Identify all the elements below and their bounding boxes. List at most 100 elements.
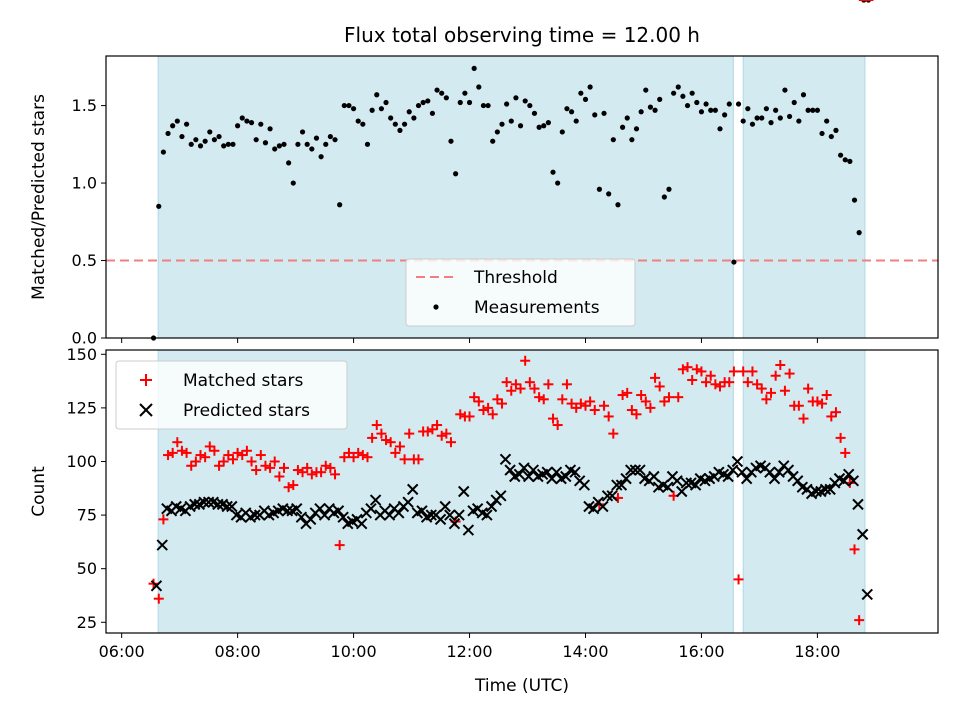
matched-star-point [599,400,610,411]
measurement-point [429,110,436,116]
measurement-point [258,121,264,127]
matched-star-point [617,390,628,401]
x-tick-label: 06:00 [99,642,145,661]
matched-star-point [320,460,331,471]
matched-star-point [603,411,614,422]
predicted-star-point [587,502,600,515]
measurement-point [466,99,473,106]
matched-star-point [441,428,452,439]
measurement-point [485,102,491,109]
measurement-point [318,154,324,160]
measurement-point [624,115,630,121]
measurement-point [671,90,677,96]
cross-stroke [332,505,345,517]
matched-star-point [167,447,178,458]
predicted-star-point [393,507,405,519]
measurement-point [188,141,194,147]
cross-stroke [657,479,669,491]
predicted-star-point [314,502,326,515]
predicted-star-point [481,509,493,521]
predicted-star-point [689,479,702,491]
matched-star-point [682,362,693,373]
cross-stroke [847,475,860,487]
matched-star-point [821,390,832,401]
matched-star-point [645,402,656,413]
cross-stroke [856,528,869,541]
cross-stroke [546,472,558,485]
cross-stroke [295,511,308,523]
matched-star-point [631,409,642,420]
cross-stroke [175,502,187,515]
matched-star-point [557,394,568,405]
axes-frame [105,55,939,339]
measurement-point [759,115,765,121]
series-matched-stars [148,0,874,626]
measurement-point [805,107,811,113]
measurement-point [550,169,556,175]
matched-star-point [538,394,549,405]
cross-stroke [569,466,581,478]
matched-star-point [775,360,786,371]
y-tick-label: 0.5 [72,251,97,270]
measurement-point [462,90,468,96]
measurement-point [490,138,496,144]
cross-stroke [713,466,725,478]
predicted-star-point [189,498,201,511]
matched-star-point [455,409,466,420]
measurement-point [619,124,626,130]
y-tick-label: 0.0 [72,329,97,348]
matched-star-point [830,407,841,418]
x-tick-label: 12:00 [446,642,492,661]
measurement-point [791,99,797,106]
measurement-point [582,96,589,102]
measurement-point [230,141,236,147]
measurement-point [156,203,162,209]
matched-star-point [404,428,415,439]
predicted-star-point [601,490,614,502]
measurement-point [601,110,607,116]
matched-star-point [394,441,405,452]
cross-stroke [736,466,748,478]
predicted-star-point [337,511,349,523]
measurement-point [578,90,584,96]
matched-star-point [241,445,252,456]
measurement-point [717,126,723,132]
predicted-star-point [226,500,238,513]
matched-star-point [654,381,665,392]
predicted-star-point [291,502,303,515]
predicted-star-point [407,483,419,496]
matched-star-point [779,385,790,396]
predicted-star-point [150,580,163,592]
predicted-star-point [569,466,581,478]
predicted-star-point [444,509,456,521]
matched-star-point [334,540,345,551]
cross-stroke [499,453,512,466]
predicted-star-point [402,496,414,508]
measurement-point [517,123,524,129]
measurement-point [434,87,440,93]
matched-star-point [622,387,633,398]
matched-star-point [255,450,266,461]
y-tick-label: 125 [66,398,97,417]
measurement-point [754,115,760,121]
matched-star-point [524,377,535,388]
matched-star-point [636,390,647,401]
measurement-point [244,118,250,124]
predicted-star-point [615,479,628,491]
matched-star-point [812,396,823,407]
measurement-point [378,106,385,112]
matched-star-point [265,462,276,473]
measurement-point [684,102,691,109]
matched-star-point [413,454,424,465]
cross-stroke [207,496,219,508]
x-tick-label: 10:00 [331,642,377,661]
measurement-point [239,115,245,121]
cross-stroke [504,464,516,476]
matched-star-point [381,435,392,446]
cross-stroke [764,466,776,478]
cross-stroke [444,509,456,521]
cross-stroke [434,513,447,526]
measurement-point [745,106,751,112]
predicted-star-point [648,470,660,483]
measurement-point [286,160,292,166]
